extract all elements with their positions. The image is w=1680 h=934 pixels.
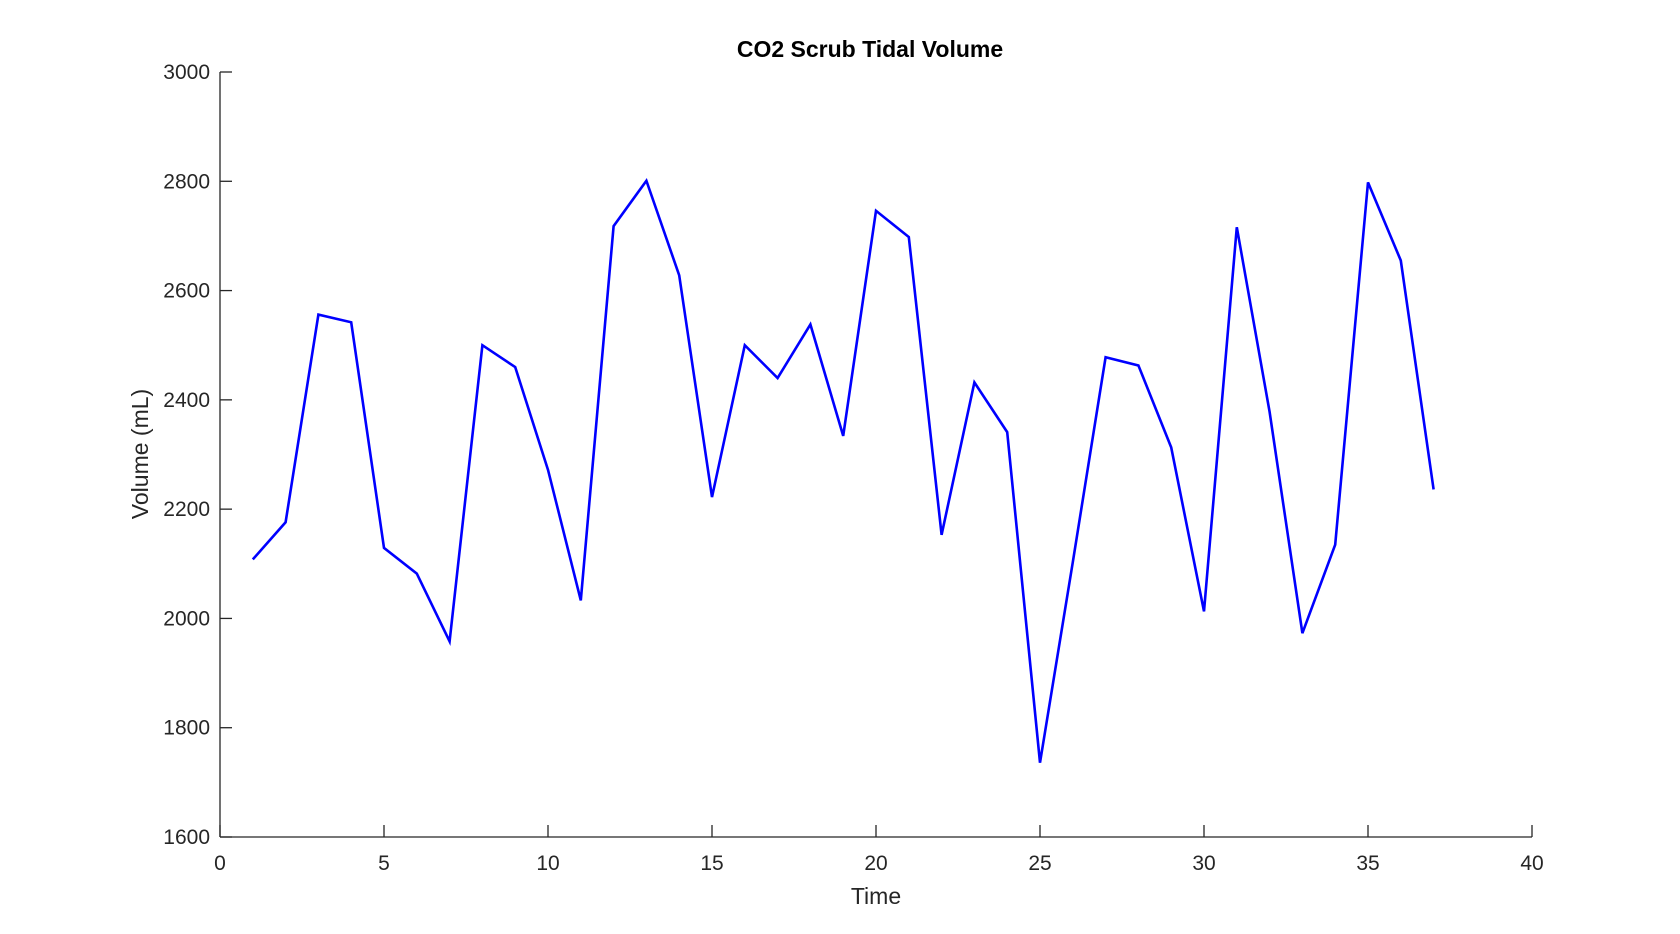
data-point	[513, 365, 517, 369]
data-point	[1005, 430, 1009, 434]
data-point	[480, 343, 484, 347]
data-point	[382, 546, 386, 550]
data-point	[743, 343, 747, 347]
data-point	[612, 224, 616, 228]
data-point	[808, 322, 812, 326]
data-point	[1071, 560, 1075, 564]
x-tick-label: 40	[1520, 852, 1543, 875]
y-tick-label: 3000	[163, 61, 210, 84]
data-point	[579, 598, 583, 602]
data-point	[284, 520, 288, 524]
data-point	[907, 235, 911, 239]
data-point	[1104, 355, 1108, 359]
x-tick-label: 25	[1028, 852, 1051, 875]
data-point	[1366, 180, 1370, 184]
x-tick-label: 0	[214, 852, 226, 875]
data-point	[349, 320, 353, 324]
data-point	[710, 495, 714, 499]
data-point	[1333, 543, 1337, 547]
data-point	[1202, 609, 1206, 613]
series-line-0	[253, 181, 1434, 763]
data-point	[841, 434, 845, 438]
data-point	[1235, 225, 1239, 229]
data-point	[1136, 363, 1140, 367]
x-tick-label: 5	[378, 852, 390, 875]
x-tick-label: 30	[1192, 852, 1215, 875]
data-point	[972, 380, 976, 384]
y-tick-label: 1600	[163, 826, 210, 849]
x-tick-label: 15	[700, 852, 723, 875]
data-point	[251, 557, 255, 561]
y-axis-label: Volume (mL)	[127, 389, 153, 519]
y-tick-label: 2200	[163, 498, 210, 521]
data-point	[415, 572, 419, 576]
chart-title: CO2 Scrub Tidal Volume	[737, 36, 1003, 62]
data-point	[1038, 761, 1042, 765]
data-point	[1268, 410, 1272, 414]
x-tick-label: 35	[1356, 852, 1379, 875]
data-point	[1399, 259, 1403, 263]
axes	[220, 72, 1532, 837]
x-axis-label: Time	[851, 883, 901, 909]
data-point	[1300, 631, 1304, 635]
data-point	[546, 468, 550, 472]
x-tick-label: 10	[536, 852, 559, 875]
data-point	[448, 639, 452, 643]
data-point	[644, 179, 648, 183]
y-tick-label: 2600	[163, 280, 210, 303]
y-tick-label: 2400	[163, 389, 210, 412]
y-tick-label: 1800	[163, 717, 210, 740]
y-tick-label: 2000	[163, 607, 210, 630]
data-point	[1169, 445, 1173, 449]
data-point	[776, 376, 780, 380]
y-tick-label: 2800	[163, 170, 210, 193]
series-layer	[251, 179, 1436, 765]
x-tick-label: 20	[864, 852, 887, 875]
data-point	[316, 313, 320, 317]
data-point	[677, 273, 681, 277]
y-ticks: 1600 1800 2000 2200 2400 2600 2800 3000	[163, 61, 232, 849]
x-ticks: 0 5 10 15 20 25 30 35 40	[214, 825, 1544, 875]
data-point	[1432, 487, 1436, 491]
data-point	[940, 533, 944, 537]
data-point	[874, 209, 878, 213]
